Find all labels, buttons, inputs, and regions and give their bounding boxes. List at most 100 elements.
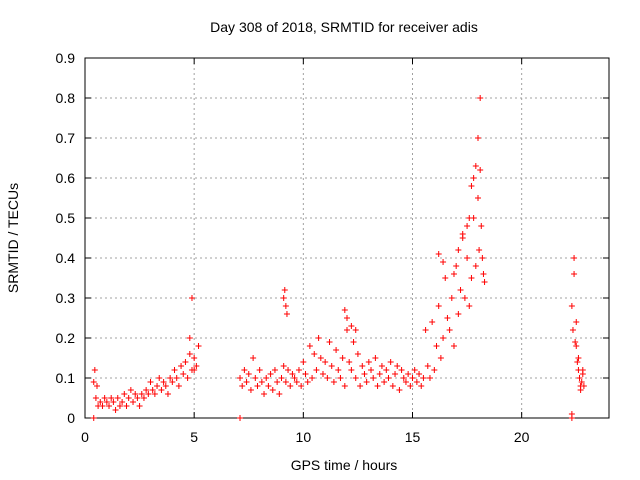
data-point [475,195,481,201]
data-point [250,355,257,361]
data-point [97,399,104,405]
data-point [479,255,486,261]
data-point [256,367,263,373]
data-point [92,395,99,401]
data-point [254,383,261,389]
data-point [472,163,479,169]
data-point [457,287,464,293]
data-point [440,335,447,341]
data-point [478,223,485,229]
data-point [376,371,383,377]
data-point [106,403,113,409]
data-point [437,355,444,361]
data-point [466,303,473,309]
data-point [363,379,370,385]
data-point [94,383,101,389]
data-point [435,251,442,257]
data-point [453,263,460,269]
data-point [385,375,392,381]
data-point [402,379,409,385]
data-point [352,327,359,333]
data-point [267,371,274,377]
data-point [480,271,487,277]
data-point [322,359,329,365]
data-point [311,351,318,357]
data-point [335,367,342,373]
data-point [418,383,425,389]
y-tick-label: 0.7 [56,130,76,146]
data-point [416,371,423,377]
data-point [306,343,313,349]
data-point [361,371,368,377]
data-point [576,375,583,381]
data-point [435,303,442,309]
data-point [319,371,326,377]
x-axis-label: GPS time / hours [291,457,398,473]
data-point [130,399,137,405]
data-point [359,363,366,369]
data-point [344,315,350,321]
data-point [383,367,390,373]
data-point [154,383,161,389]
data-point [180,371,187,377]
data-point [239,383,246,389]
data-point [330,379,337,385]
y-tick-label: 0.5 [56,210,76,226]
x-tick-label: 20 [514,429,530,445]
data-point [573,343,580,349]
data-point [295,367,302,373]
data-point [158,387,165,393]
data-point [569,327,576,333]
data-point [90,415,97,421]
data-point [162,383,169,389]
data-point [143,387,150,393]
data-point [313,367,320,373]
data-point [173,375,180,381]
data-point [579,367,586,373]
data-point [405,371,412,377]
data-point [188,295,195,301]
data-point [241,367,248,373]
data-point [317,355,324,361]
data-point [289,371,296,377]
data-point [455,311,462,317]
data-point [91,367,98,373]
data-point [281,287,288,293]
data-point [282,303,289,309]
data-point [269,387,276,393]
data-point [112,407,119,413]
data-point [315,335,322,341]
data-point [245,371,252,377]
data-point [261,391,268,397]
data-point [243,379,250,385]
y-tick-label: 0.4 [56,250,76,266]
data-point [442,275,449,281]
data-point [263,375,270,381]
data-point [431,367,438,373]
data-point [119,399,126,405]
data-point [184,375,191,381]
data-point [354,351,361,357]
data-point [287,383,294,389]
data-point [468,275,475,281]
data-point [571,255,578,261]
data-point [140,395,147,401]
data-point [103,399,110,405]
data-point [156,375,163,381]
data-point [110,399,117,405]
data-point [167,375,174,381]
data-point [265,383,272,389]
data-point [572,339,579,345]
data-point [344,327,350,333]
y-tick-label: 0.1 [56,370,76,386]
data-point [132,391,139,397]
data-point [396,387,403,393]
data-point [127,387,134,393]
data-point [448,295,455,301]
x-tick-label: 0 [81,429,89,445]
data-point [191,355,198,361]
data-point [282,379,289,385]
chart-title: Day 308 of 2018, SRMTID for receiver adi… [210,19,478,35]
data-point [280,363,287,369]
